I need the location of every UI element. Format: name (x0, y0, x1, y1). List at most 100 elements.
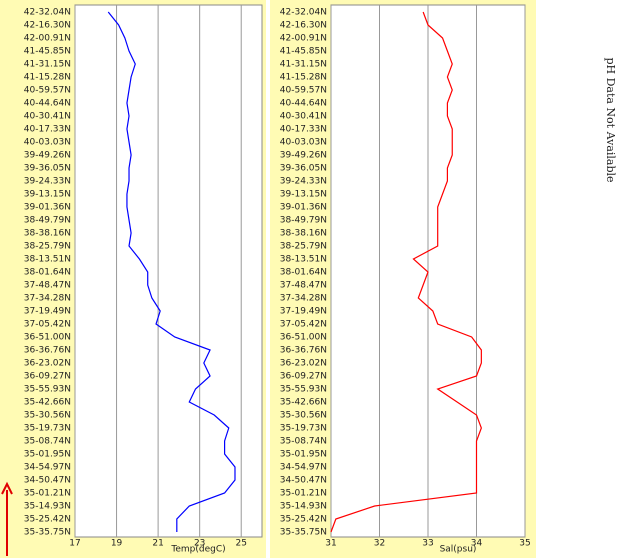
y-tick-label: 37-34.28N (24, 294, 71, 304)
y-tick-label: 40-30.41N (280, 112, 327, 122)
y-tick-label: 38-13.51N (280, 255, 327, 265)
y-tick-label: 35-55.93N (280, 385, 327, 395)
y-tick-label: 42-16.30N (280, 21, 327, 31)
y-tick-label: 41-15.28N (24, 73, 71, 83)
y-tick-label: 37-05.42N (280, 320, 327, 330)
y-tick-label: 35-25.42N (280, 515, 327, 525)
y-tick-label: 41-45.85N (24, 47, 71, 57)
plot-area (74, 4, 263, 538)
y-tick-label: 39-49.26N (24, 151, 71, 161)
y-tick-label: 39-01.36N (24, 203, 71, 213)
x-axis-label: Sal(psu) (440, 545, 477, 555)
x-tick-label: 17 (69, 539, 80, 549)
y-tick-label: 41-31.15N (280, 60, 327, 70)
y-tick-label: 40-03.03N (280, 138, 327, 148)
y-tick-label: 36-23.02N (280, 359, 327, 369)
y-tick-label: 37-05.42N (24, 320, 71, 330)
y-tick-label: 42-00.91N (24, 34, 71, 44)
y-tick-label: 37-48.47N (24, 281, 71, 291)
x-tick-label: 21 (152, 539, 163, 549)
y-tick-label: 35-35.75N (280, 528, 327, 538)
y-tick-label: 39-49.26N (280, 151, 327, 161)
y-tick-label: 40-44.64N (24, 99, 71, 109)
y-tick-label: 35-14.93N (280, 502, 327, 512)
y-tick-label: 38-01.64N (24, 268, 71, 278)
y-tick-label: 36-36.76N (24, 346, 71, 356)
y-tick-label: 36-36.76N (280, 346, 327, 356)
y-tick-label: 40-59.57N (280, 86, 327, 96)
arrow (1, 481, 13, 556)
y-tick-label: 36-51.00N (24, 333, 71, 343)
y-tick-label: 39-24.33N (24, 177, 71, 187)
annotation: pH Data Not Available (604, 57, 617, 182)
y-tick-label: 34-54.97N (24, 463, 71, 473)
y-tick-label: 37-48.47N (280, 281, 327, 291)
y-tick-label: 38-38.16N (280, 229, 327, 239)
y-tick-label: 35-01.21N (280, 489, 327, 499)
y-tick-label: 36-09.27N (280, 372, 327, 382)
y-tick-label: 40-30.41N (24, 112, 71, 122)
y-tick-label: 38-49.79N (280, 216, 327, 226)
y-tick-label: 35-08.74N (280, 437, 327, 447)
y-tick-label: 39-36.05N (24, 164, 71, 174)
y-tick-label: 40-17.33N (280, 125, 327, 135)
y-tick-label: 34-50.47N (24, 476, 71, 486)
y-tick-label: 42-32.04N (280, 8, 327, 18)
y-tick-label: 42-32.04N (24, 8, 71, 18)
y-tick-label: 39-24.33N (280, 177, 327, 187)
y-tick-label: 39-01.36N (280, 203, 327, 213)
y-tick-label: 39-13.15N (24, 190, 71, 200)
y-tick-label: 39-13.15N (280, 190, 327, 200)
y-tick-label: 41-15.28N (280, 73, 327, 83)
y-tick-label: 35-55.93N (24, 385, 71, 395)
x-tick-label: 31 (325, 539, 336, 549)
y-tick-label: 42-00.91N (280, 34, 327, 44)
y-tick-label: 36-23.02N (24, 359, 71, 369)
y-tick-label: 38-25.79N (280, 242, 327, 252)
y-tick-label: 40-59.57N (24, 86, 71, 96)
y-tick-label: 35-25.42N (24, 515, 71, 525)
y-tick-label: 35-30.56N (280, 411, 327, 421)
y-tick-label: 40-03.03N (24, 138, 71, 148)
y-tick-label: 37-19.49N (24, 307, 71, 317)
y-tick-label: 35-42.66N (280, 398, 327, 408)
x-axis-label: Temp(degC) (170, 545, 225, 555)
y-tick-label: 40-17.33N (24, 125, 71, 135)
y-tick-label: 35-42.66N (24, 398, 71, 408)
y-tick-label: 38-01.64N (280, 268, 327, 278)
y-tick-label: 39-36.05N (280, 164, 327, 174)
y-tick-label: 36-09.27N (24, 372, 71, 382)
y-tick-label: 42-16.30N (24, 21, 71, 31)
y-tick-label: 41-31.15N (24, 60, 71, 70)
y-tick-label: 35-01.21N (24, 489, 71, 499)
y-tick-label: 35-01.95N (280, 450, 327, 460)
y-tick-label: 35-30.56N (24, 411, 71, 421)
y-tick-label: 38-38.16N (24, 229, 71, 239)
y-tick-label: 35-14.93N (24, 502, 71, 512)
x-tick-label: 33 (422, 539, 433, 549)
y-tick-label: 38-49.79N (24, 216, 71, 226)
y-tick-label: 34-50.47N (280, 476, 327, 486)
y-tick-label: 35-35.75N (24, 528, 71, 538)
y-tick-label: 35-08.74N (24, 437, 71, 447)
y-tick-label: 37-34.28N (280, 294, 327, 304)
x-tick-label: 34 (471, 539, 483, 549)
x-tick-label: 32 (374, 539, 385, 549)
y-tick-label: 40-44.64N (280, 99, 327, 109)
arrow-head (1, 481, 13, 495)
y-tick-label: 41-45.85N (280, 47, 327, 57)
y-tick-label: 34-54.97N (280, 463, 327, 473)
y-tick-label: 38-13.51N (24, 255, 71, 265)
data-line (330, 11, 482, 533)
x-tick-label: 23 (194, 539, 205, 549)
y-tick-label: 37-19.49N (280, 307, 327, 317)
y-tick-label: 35-01.95N (24, 450, 71, 460)
y-tick-label: 38-25.79N (24, 242, 71, 252)
x-tick-label: 19 (111, 539, 123, 549)
y-tick-label: 36-51.00N (280, 333, 327, 343)
x-tick-label: 25 (235, 539, 246, 549)
y-tick-label: 35-19.73N (280, 424, 327, 434)
data-line (107, 11, 236, 532)
y-tick-label: 35-19.73N (24, 424, 71, 434)
